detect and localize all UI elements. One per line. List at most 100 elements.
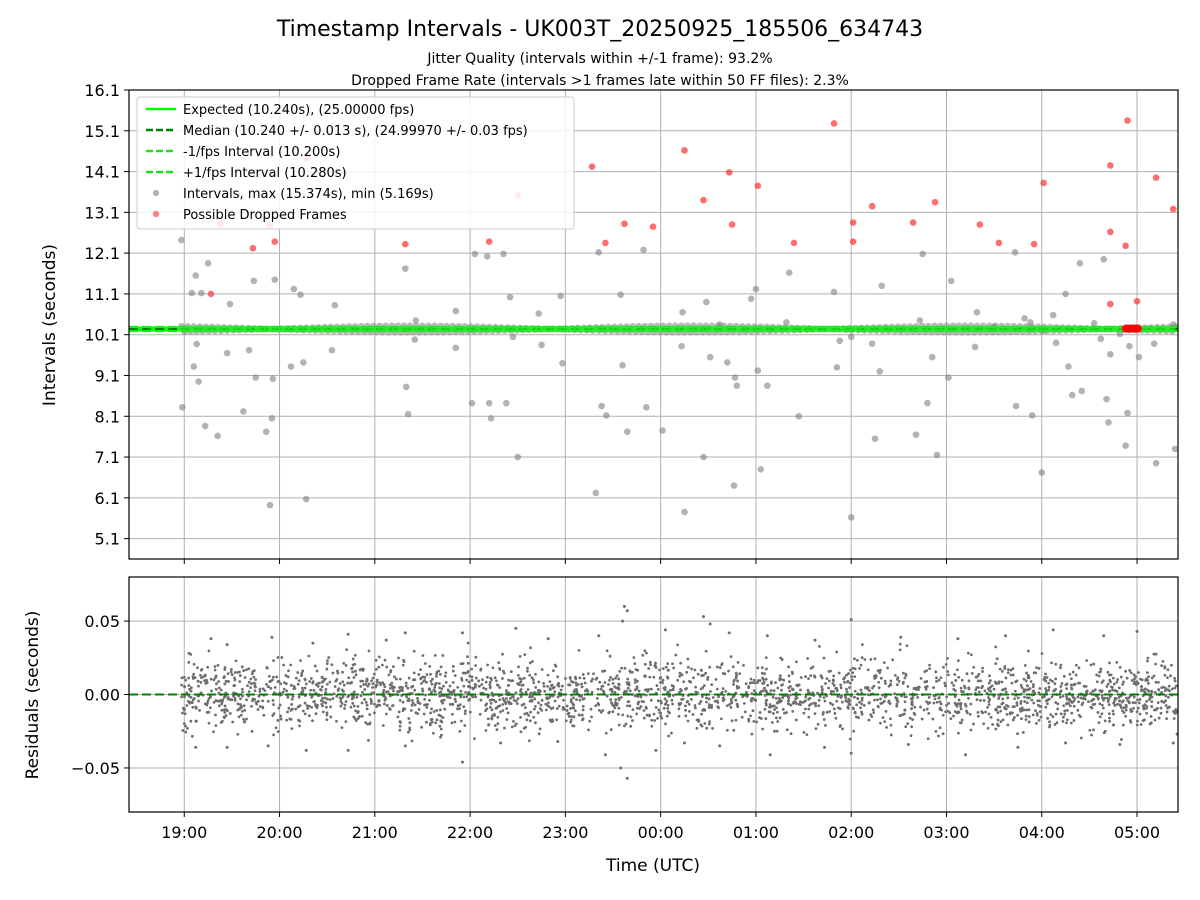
on-time-point	[1035, 325, 1043, 333]
residual-point	[1005, 712, 1009, 716]
interval-point	[1068, 391, 1076, 399]
residual-point	[821, 712, 825, 716]
residual-point	[1011, 673, 1015, 677]
residual-point	[522, 726, 526, 730]
residual-point	[614, 676, 617, 680]
on-time-point	[1087, 325, 1095, 333]
residual-point	[933, 697, 937, 701]
residual-point	[458, 703, 462, 707]
residual-point	[341, 670, 344, 674]
residual-point	[426, 703, 429, 706]
residual-point	[785, 711, 788, 714]
residual-point	[632, 656, 636, 659]
residual-point	[755, 681, 759, 685]
residual-point	[291, 695, 295, 698]
on-time-point	[678, 325, 685, 333]
legend-entry-upper: +1/fps Interval (10.280s)	[183, 166, 347, 181]
residual-point	[1035, 666, 1038, 669]
residual-point	[258, 705, 262, 708]
residual-point	[1167, 695, 1170, 699]
residual-point	[735, 684, 739, 688]
residual-point	[750, 692, 754, 696]
dropped-frame-point	[271, 238, 279, 246]
residual-point	[941, 732, 945, 736]
interval-point	[785, 269, 793, 277]
residual-point	[519, 730, 523, 734]
residual-point	[590, 690, 594, 694]
residual-point	[617, 723, 621, 727]
residual-point	[287, 706, 291, 710]
on-time-point	[911, 325, 919, 333]
residual-point	[484, 709, 487, 713]
interval-point	[226, 300, 234, 308]
residual-point	[787, 702, 790, 706]
residual-point	[1135, 719, 1139, 723]
residual-point	[873, 657, 877, 661]
on-time-point	[883, 325, 890, 333]
residual-point	[351, 701, 355, 705]
residual-point	[509, 670, 513, 674]
on-time-point	[849, 325, 857, 333]
residual-point	[847, 672, 850, 675]
residual-point	[395, 677, 398, 681]
residual-point	[375, 705, 379, 709]
residual-point	[998, 667, 1002, 671]
residual-point	[750, 681, 754, 685]
residual-point	[760, 671, 764, 675]
residual-point	[732, 678, 736, 682]
residual-point	[605, 694, 609, 698]
residual-point	[723, 672, 727, 676]
on-time-point	[216, 325, 223, 333]
residual-point	[715, 699, 719, 703]
residual-point	[1132, 682, 1136, 686]
interval-point	[764, 382, 771, 389]
residual-point	[1091, 689, 1095, 693]
residual-point	[986, 706, 989, 709]
residual-point	[859, 688, 863, 692]
interval-point	[830, 288, 838, 296]
residual-point	[371, 676, 375, 680]
on-time-point	[964, 325, 971, 333]
residual-point	[1013, 697, 1017, 701]
residual-point	[335, 719, 338, 723]
residual-point	[669, 688, 672, 692]
residual-point	[764, 717, 768, 721]
residual-point	[817, 704, 821, 708]
residual-point	[1136, 698, 1139, 702]
residual-point	[698, 702, 701, 706]
residual-point	[1072, 719, 1076, 722]
residual-point	[820, 691, 824, 694]
residual-point	[1117, 686, 1121, 690]
residual-point	[740, 715, 744, 719]
residual-point	[841, 727, 844, 731]
residual-point	[1005, 703, 1008, 707]
residual-point	[771, 695, 775, 699]
on-time-point	[521, 325, 528, 333]
residual-point	[1034, 709, 1037, 713]
residual-point	[428, 722, 432, 726]
residual-point	[1132, 673, 1136, 677]
residual-point	[1173, 676, 1177, 680]
residual-point	[236, 732, 240, 736]
residual-point	[960, 718, 964, 722]
residual-point	[916, 688, 920, 691]
interval-point	[928, 353, 936, 361]
residual-point	[686, 657, 690, 661]
residual-point	[1048, 678, 1052, 682]
residual-point	[628, 689, 632, 693]
on-time-point	[916, 325, 924, 333]
residual-point	[940, 708, 943, 712]
residual-point	[1149, 721, 1153, 725]
interval-point	[724, 359, 731, 366]
residual-point	[340, 726, 344, 729]
on-time-point	[506, 325, 514, 333]
on-time-point	[873, 325, 881, 333]
residual-point	[186, 726, 189, 730]
interval-point	[1028, 412, 1036, 419]
residual-point	[645, 707, 648, 710]
residual-point	[375, 678, 379, 682]
residual-point	[565, 709, 569, 712]
residual-point	[1004, 687, 1007, 691]
residual-point	[1048, 720, 1051, 724]
residual-point	[479, 667, 483, 671]
